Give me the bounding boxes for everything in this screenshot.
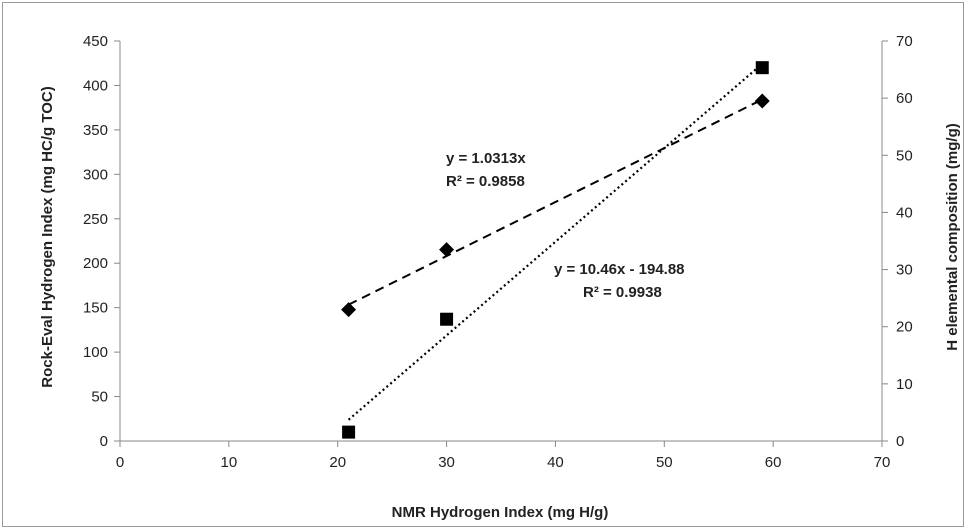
x-tick-label: 50 bbox=[656, 454, 673, 471]
trendline-2-r2: R² = 0.9938 bbox=[583, 284, 662, 301]
trendline-1-r2: R² = 0.9858 bbox=[446, 173, 525, 190]
x-axis-ticks: 0 10 20 30 40 50 60 70 bbox=[116, 441, 891, 471]
x-axis-label: NMR Hydrogen Index (mg H/g) bbox=[392, 504, 609, 521]
diamond-point bbox=[341, 302, 357, 318]
diamond-point bbox=[754, 93, 770, 109]
y-right-tick-label: 60 bbox=[896, 90, 913, 107]
y-left-tick-label: 450 bbox=[83, 33, 108, 50]
trendline-1-equation: y = 1.0313x bbox=[446, 150, 526, 167]
y-left-tick-label: 150 bbox=[83, 300, 108, 317]
y-left-tick-label: 250 bbox=[83, 211, 108, 228]
x-tick-label: 20 bbox=[329, 454, 346, 471]
diamond-point bbox=[439, 242, 455, 258]
trendlines bbox=[347, 62, 763, 421]
y-left-tick-label: 50 bbox=[91, 389, 108, 406]
x-tick-label: 40 bbox=[547, 454, 564, 471]
data-points bbox=[341, 61, 770, 439]
x-tick-label: 10 bbox=[221, 454, 238, 471]
x-tick-label: 0 bbox=[116, 454, 124, 471]
y-right-axis-ticks: 0 10 20 30 40 50 60 70 bbox=[882, 33, 913, 450]
y-left-tick-label: 100 bbox=[83, 344, 108, 361]
y-right-tick-label: 70 bbox=[896, 33, 913, 50]
y-right-tick-label: 50 bbox=[896, 147, 913, 164]
square-point bbox=[342, 425, 356, 439]
y-left-tick-label: 200 bbox=[83, 255, 108, 272]
y-right-tick-label: 20 bbox=[896, 319, 913, 336]
square-point bbox=[755, 61, 769, 75]
x-tick-label: 30 bbox=[438, 454, 455, 471]
y-right-tick-label: 30 bbox=[896, 262, 913, 279]
y-left-tick-label: 0 bbox=[100, 433, 108, 450]
trendline-2 bbox=[347, 62, 763, 421]
y-left-axis-ticks: 0 50 100 150 200 250 300 350 400 450 bbox=[83, 33, 120, 450]
y-left-tick-label: 350 bbox=[83, 122, 108, 139]
trendline-1 bbox=[348, 98, 763, 306]
y-right-tick-label: 10 bbox=[896, 376, 913, 393]
y-left-tick-label: 400 bbox=[83, 77, 108, 94]
x-tick-label: 70 bbox=[874, 454, 891, 471]
x-tick-label: 60 bbox=[765, 454, 782, 471]
y-right-axis-label: H elemental composition (mg/g) bbox=[944, 123, 961, 351]
y-right-tick-label: 0 bbox=[896, 433, 904, 450]
y-right-tick-label: 40 bbox=[896, 204, 913, 221]
square-point bbox=[440, 312, 454, 326]
y-left-axis-label: Rock-Eval Hydrogen Index (mg HC/g TOC) bbox=[39, 86, 56, 387]
y-left-tick-label: 300 bbox=[83, 166, 108, 183]
trendline-2-equation: y = 10.46x - 194.88 bbox=[554, 261, 685, 278]
axes bbox=[119, 41, 883, 442]
